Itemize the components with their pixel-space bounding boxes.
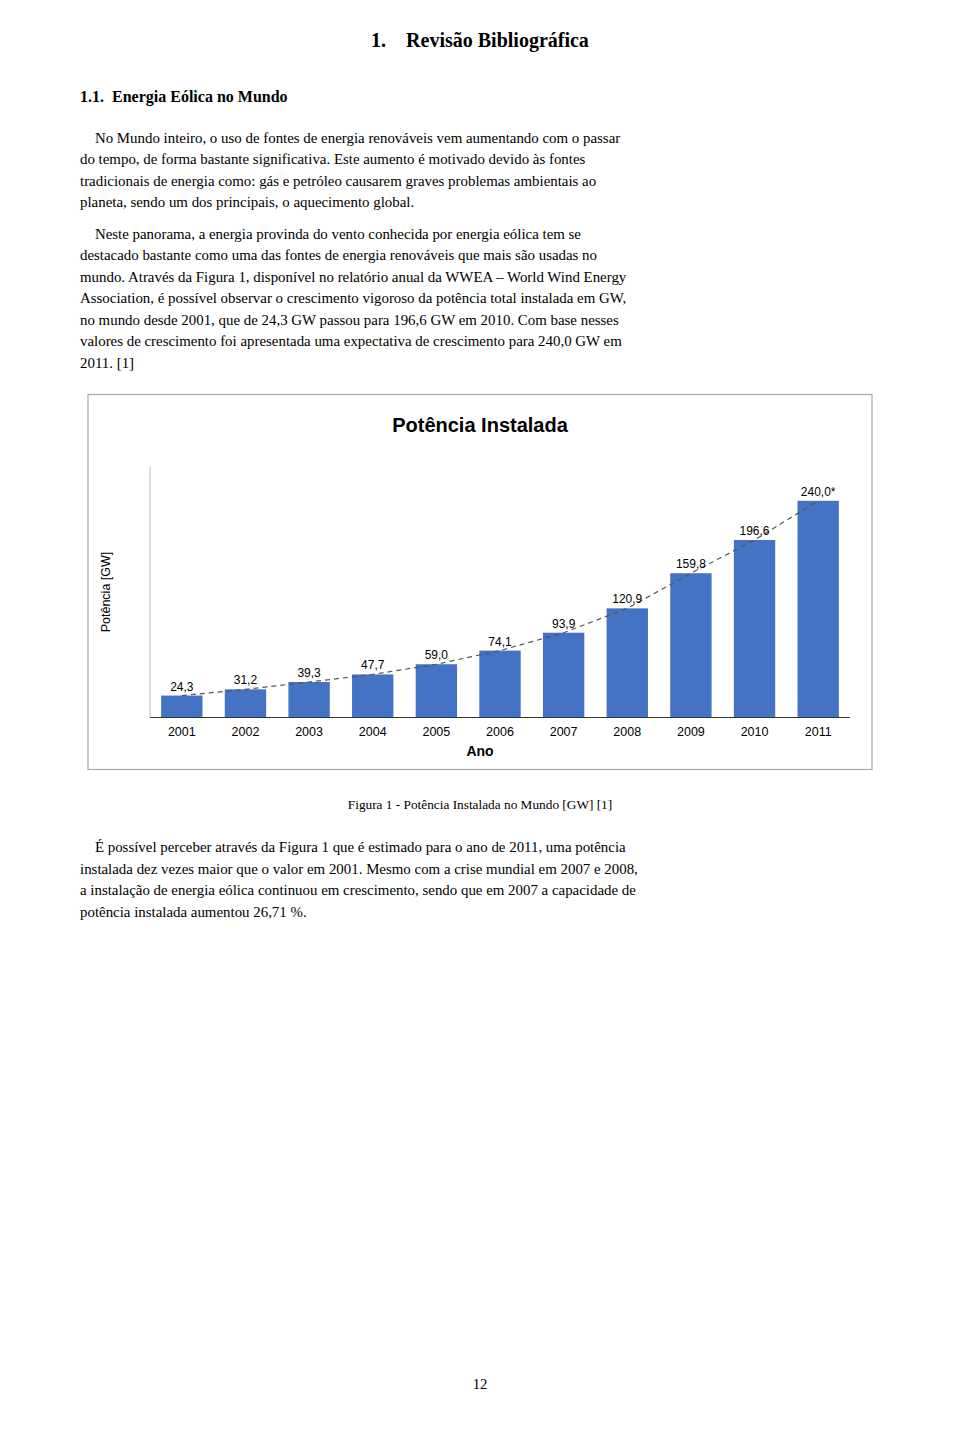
data-label: 24,3 <box>170 680 194 694</box>
bar <box>225 689 266 717</box>
x-tick-label: 2004 <box>359 725 387 739</box>
data-label: 196,6 <box>740 524 770 538</box>
x-tick-label: 2001 <box>168 725 196 739</box>
x-tick-label: 2010 <box>741 725 769 739</box>
x-tick-label: 2003 <box>295 725 323 739</box>
body-line: valores de crescimento foi apresentada u… <box>80 333 622 349</box>
x-axis-label: Ano <box>466 743 493 759</box>
section-title: 1.1. Energia Eólica no Mundo <box>80 88 288 106</box>
page: 1. Revisão Bibliográfica 1.1. Energia Eól… <box>0 0 960 1430</box>
chart-title: Potência Instalada <box>392 414 568 436</box>
body-line: destacado bastante como uma das fontes d… <box>80 247 597 263</box>
body-line: no mundo desde 2001, que de 24,3 GW pass… <box>80 312 619 328</box>
body-line: do tempo, de forma bastante significativ… <box>80 151 586 167</box>
bar <box>670 573 711 717</box>
data-label: 93,9 <box>552 617 576 631</box>
body-line: instalada dez vezes maior que o valor em… <box>80 861 638 877</box>
data-label: 120,9 <box>612 592 642 606</box>
y-axis-label: Potência [GW] <box>99 552 113 633</box>
data-label: 59,0 <box>425 648 449 662</box>
chapter-title: 1. Revisão Bibliográfica <box>371 29 589 52</box>
data-label: 47,7 <box>361 658 385 672</box>
body-line: 2011. [1] <box>80 355 134 371</box>
x-tick-label: 2002 <box>232 725 260 739</box>
x-tick-label: 2005 <box>422 725 450 739</box>
bar <box>288 682 329 717</box>
x-tick-label: 2007 <box>550 725 578 739</box>
body-line: É possível perceber através da Figura 1 … <box>80 839 626 855</box>
x-tick-label: 2008 <box>613 725 641 739</box>
data-label: 74,1 <box>488 635 512 649</box>
x-axis-line <box>150 717 850 718</box>
body-line: No Mundo inteiro, o uso de fontes de ene… <box>80 130 620 146</box>
page-background <box>0 0 960 1430</box>
data-labels: 24,3 31,2 39,3 47,7 59,0 74,1 93,9 120,9 159,8 19… <box>170 485 836 694</box>
data-label: 39,3 <box>297 666 321 680</box>
body-line: a instalação de energia eólica continuou… <box>80 882 636 898</box>
bar <box>416 664 457 717</box>
body-line: mundo. Através da Figura 1, disponível n… <box>80 269 627 285</box>
body-line: planeta, sendo um dos principais, o aque… <box>80 194 414 210</box>
bar <box>798 501 839 718</box>
body-line: Neste panorama, a energia provinda do ve… <box>80 226 581 242</box>
marks <box>161 501 839 718</box>
data-label: 159,8 <box>676 557 706 571</box>
bar <box>479 651 520 718</box>
trend-line <box>182 501 818 696</box>
bar <box>352 674 393 717</box>
body-line: Association, é possível observar o cresc… <box>80 290 626 306</box>
y-axis-line <box>150 467 151 718</box>
bar <box>734 540 775 718</box>
bar <box>543 633 584 718</box>
data-label: 31,2 <box>234 673 258 687</box>
x-tick-label: 2011 <box>805 725 832 739</box>
chart-box <box>88 395 872 770</box>
x-tick-label: 2006 <box>486 725 514 739</box>
body-line: tradicionais de energia como: gás e petr… <box>80 173 596 189</box>
plot: 24,3 31,2 39,3 47,7 59,0 74,1 93,9 120,9 159,8 19… <box>150 467 850 739</box>
x-tick-label: 2009 <box>677 725 705 739</box>
figure-caption: Figura 1 - Potência Instalada no Mundo [… <box>348 797 612 812</box>
page-number: 12 <box>473 1376 488 1392</box>
body-line: potência instalada aumentou 26,71 %. <box>80 904 307 920</box>
data-label: 240,0* <box>801 485 836 499</box>
bar <box>607 608 648 717</box>
bar <box>161 696 202 718</box>
